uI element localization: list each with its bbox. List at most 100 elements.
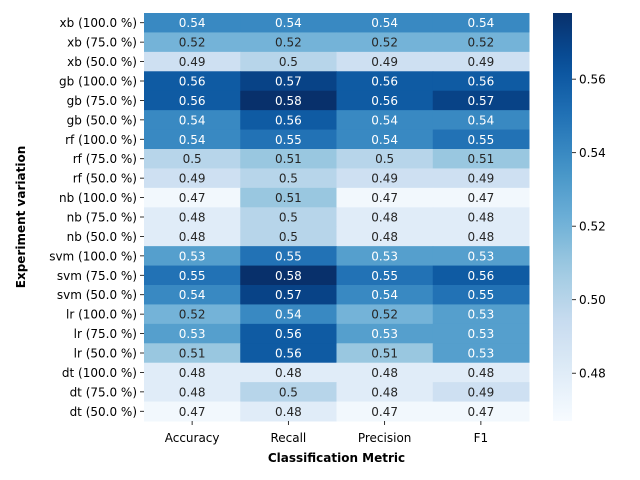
column-tick-label: Recall: [270, 431, 306, 445]
heatmap-cell: [432, 323, 530, 344]
heatmap-cell: [240, 323, 337, 344]
cell-value-label: 0.48: [275, 366, 302, 380]
row-tick-label: rf (75.0 %): [73, 152, 137, 166]
cell-value-label: 0.52: [371, 36, 398, 50]
column-tick-labels: Accuracy Recall Precision F1: [165, 421, 488, 445]
cell-value-label: 0.47: [468, 191, 495, 205]
cell-value-label: 0.53: [468, 249, 495, 263]
heatmap-cell: [432, 129, 530, 150]
heatmap-cell: [432, 110, 530, 131]
cell-value-label: 0.5: [279, 172, 298, 186]
heatmap-cell: [336, 187, 434, 208]
cell-value-label: 0.53: [468, 308, 495, 322]
cell-value-label: 0.51: [468, 152, 495, 166]
heatmap-cell: [432, 207, 530, 228]
cell-value-label: 0.56: [179, 94, 206, 108]
cell-value-label: 0.48: [371, 366, 398, 380]
heatmap-cell: [336, 149, 434, 169]
row-tick-label: lr (50.0 %): [74, 347, 137, 361]
heatmap-cell: [144, 71, 241, 92]
heatmap-cell: [432, 187, 530, 208]
heatmap-cell: [144, 149, 241, 169]
heatmap-cell: [432, 362, 530, 383]
cell-value-label: 0.55: [371, 269, 398, 283]
cell-value-label: 0.53: [179, 327, 206, 341]
cell-value-label: 0.48: [179, 385, 206, 399]
heatmap-cell: [336, 401, 434, 422]
heatmap-cell: [240, 168, 337, 189]
cell-value-label: 0.5: [279, 385, 298, 399]
heatmap-cell: [240, 110, 337, 131]
heatmap-cell: [240, 207, 337, 228]
cell-value-label: 0.54: [179, 133, 206, 147]
row-tick-label: gb (75.0 %): [67, 94, 137, 108]
row-tick-label: lr (75.0 %): [74, 327, 137, 341]
cell-value-label: 0.47: [371, 405, 398, 419]
heatmap-cell: [144, 362, 241, 383]
cell-value-label: 0.55: [468, 133, 495, 147]
cell-value-label: 0.55: [468, 288, 495, 302]
heatmap-cell: [240, 246, 337, 267]
heatmap-cell: [240, 401, 337, 422]
column-tick-label: F1: [474, 431, 489, 445]
cell-value-label: 0.57: [468, 94, 495, 108]
cell-value-label: 0.56: [275, 347, 302, 361]
row-tick-label: nb (100.0 %): [59, 191, 137, 205]
cell-value-label: 0.49: [179, 55, 206, 69]
cell-value-label: 0.54: [371, 113, 398, 127]
cell-value-label: 0.53: [468, 327, 495, 341]
cell-value-label: 0.51: [275, 152, 302, 166]
cell-value-label: 0.54: [179, 16, 206, 30]
heatmap-cell: [432, 90, 530, 111]
cell-value-label: 0.52: [179, 308, 206, 322]
heatmap-cell: [432, 382, 530, 403]
colorbar-ticks: 0.48 0.50 0.52 0.54 0.56: [572, 73, 606, 381]
heatmap-cell: [240, 149, 337, 169]
row-tick-label: xb (50.0 %): [67, 55, 137, 69]
heatmap-cell: [432, 149, 530, 169]
cell-value-label: 0.47: [371, 191, 398, 205]
heatmap-cell: [240, 32, 337, 53]
cell-value-label: 0.54: [371, 133, 398, 147]
heatmap-cell: [432, 32, 530, 53]
cell-value-label: 0.52: [468, 36, 495, 50]
cell-value-label: 0.55: [179, 269, 206, 283]
heatmap-cell: [432, 168, 530, 189]
heatmap-cell: [336, 343, 434, 364]
cell-value-label: 0.52: [371, 308, 398, 322]
cell-value-label: 0.56: [468, 75, 495, 89]
cell-value-label: 0.48: [371, 385, 398, 399]
row-tick-label: dt (100.0 %): [62, 366, 137, 380]
heatmap-cell: [240, 90, 337, 111]
cell-value-label: 0.58: [275, 269, 302, 283]
heatmap-cell: [432, 51, 530, 72]
heatmap-cell: [144, 226, 241, 247]
heatmap-cell: [336, 90, 434, 111]
cell-value-label: 0.53: [179, 249, 206, 263]
y-axis-title: Experiment variation: [14, 146, 28, 288]
colorbar-tick-label: 0.52: [579, 220, 606, 234]
heatmap-cell: [336, 226, 434, 247]
heatmap-cell: [240, 226, 337, 247]
cell-value-label: 0.54: [179, 113, 206, 127]
cell-value-label: 0.48: [371, 230, 398, 244]
heatmap-cell: [144, 401, 241, 422]
cell-value-label: 0.56: [275, 327, 302, 341]
cell-value-label: 0.49: [371, 55, 398, 69]
heatmap-cell: [336, 71, 434, 92]
cell-value-label: 0.54: [275, 16, 302, 30]
cell-value-label: 0.48: [468, 366, 495, 380]
cell-value-label: 0.5: [279, 55, 298, 69]
cell-value-label: 0.52: [275, 36, 302, 50]
column-tick-label: Precision: [358, 431, 412, 445]
heatmap-cell: [144, 110, 241, 131]
row-tick-label: nb (75.0 %): [67, 211, 137, 225]
cell-value-label: 0.47: [468, 405, 495, 419]
cell-value-label: 0.56: [371, 94, 398, 108]
heatmap-cell: [432, 13, 530, 33]
heatmap-cell: [432, 304, 530, 325]
heatmap-cell: [240, 51, 337, 72]
cell-value-label: 0.51: [179, 347, 206, 361]
heatmap-cell: [144, 187, 241, 208]
row-tick-label: xb (75.0 %): [67, 36, 137, 50]
